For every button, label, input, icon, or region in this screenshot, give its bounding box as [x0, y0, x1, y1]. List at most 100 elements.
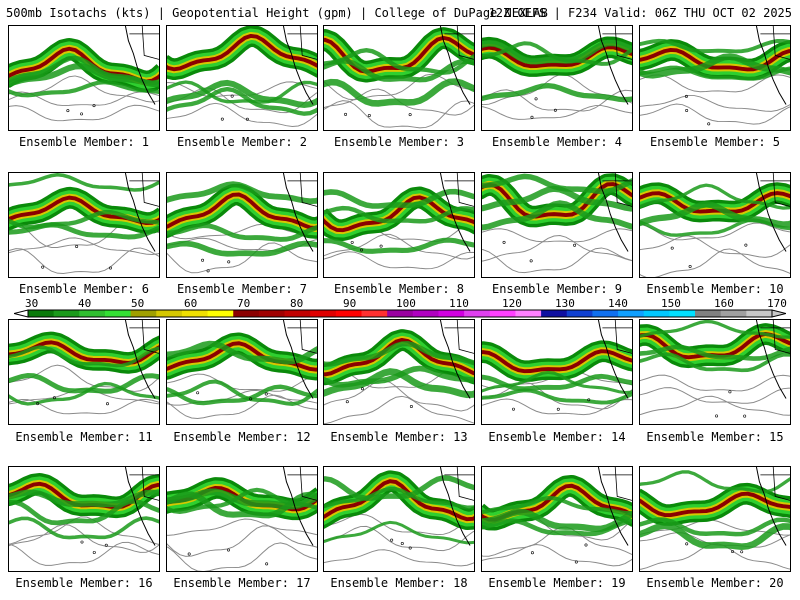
island: [350, 240, 354, 244]
island: [688, 265, 692, 268]
colorbar-tick-label: 150: [661, 297, 681, 310]
isotach-field: [9, 173, 159, 274]
height-contour: [9, 247, 159, 274]
island: [230, 94, 234, 98]
height-contour: [640, 374, 790, 392]
island: [553, 108, 557, 112]
ensemble-member-label: Ensemble Member: 18: [330, 576, 468, 590]
colorbar-swatch: [335, 310, 363, 317]
island: [92, 104, 96, 108]
colorbar-tick-label: 120: [502, 297, 522, 310]
jet-band: [640, 191, 790, 214]
political-border: [287, 173, 317, 207]
ensemble-member-label: Ensemble Member: 17: [173, 576, 311, 590]
ensemble-map-panel: [481, 319, 633, 425]
jet-band: [167, 192, 317, 231]
jet-band: [482, 182, 632, 219]
ensemble-map-panel: [166, 319, 318, 425]
ensemble-map-panel: [323, 25, 475, 131]
jet-band: [167, 79, 317, 109]
colorbar-swatch: [643, 310, 670, 317]
jet-band: [324, 195, 474, 233]
map-title: 500mb Isotachs (kts) | Geopotential Heig…: [6, 6, 548, 20]
isotach-field: [640, 26, 790, 126]
height-contour: [482, 235, 632, 262]
political-border: [444, 467, 474, 501]
coastline: [282, 320, 314, 399]
jet-band: [167, 240, 317, 257]
island: [573, 243, 577, 247]
jet-band: [9, 63, 159, 88]
island: [245, 117, 249, 121]
colorbar-swatch: [207, 310, 234, 317]
isotach-field: [482, 173, 632, 274]
colorbar-tick-label: 100: [396, 297, 416, 310]
colorbar-swatch: [181, 310, 209, 317]
island: [744, 243, 748, 247]
jet-band: [167, 487, 317, 514]
coastline: [124, 26, 156, 105]
political-border: [602, 320, 632, 354]
island: [227, 548, 230, 552]
isotach-field: [324, 173, 474, 270]
colorbar-swatch: [79, 310, 106, 317]
colorbar-tick-label: 160: [714, 297, 734, 310]
island: [265, 562, 269, 566]
jet-band: [167, 86, 317, 116]
jet-band: [324, 78, 474, 107]
height-contour: [640, 248, 790, 277]
jet-band: [640, 470, 790, 494]
island: [740, 550, 744, 554]
coastline: [597, 26, 629, 105]
coastline: [597, 320, 629, 399]
colorbar-swatch: [28, 310, 55, 317]
ensemble-member-label: Ensemble Member: 19: [488, 576, 626, 590]
jet-band: [482, 495, 632, 516]
political-border: [129, 320, 159, 354]
island: [360, 387, 364, 391]
island: [587, 398, 591, 402]
colorbar-swatch: [361, 310, 388, 317]
colorbar-tick-label: 60: [184, 297, 198, 310]
island: [400, 541, 404, 545]
jet-band: [324, 205, 474, 224]
ensemble-map-panel: [8, 25, 160, 131]
island: [379, 244, 383, 248]
height-contour: [324, 379, 474, 412]
jet-band: [167, 341, 317, 372]
height-contour: [640, 387, 790, 404]
isotach-field: [482, 467, 632, 567]
isotach-field: [324, 320, 474, 424]
island: [92, 550, 96, 554]
jet-band: [640, 65, 790, 81]
island: [684, 94, 688, 98]
ensemble-member-label: Ensemble Member: 8: [333, 282, 465, 296]
jet-band: [9, 498, 159, 526]
height-contour: [9, 398, 159, 415]
political-border: [444, 320, 474, 354]
isotach-field: [9, 26, 159, 122]
island: [264, 392, 268, 396]
ensemble-map-panel: [639, 172, 791, 278]
ensemble-member-label: Ensemble Member: 12: [173, 430, 311, 444]
height-contour: [640, 235, 790, 258]
island: [104, 543, 108, 547]
jet-band: [640, 47, 790, 72]
jet-band: [9, 345, 159, 368]
island: [584, 543, 588, 547]
political-border: [760, 467, 790, 501]
ensemble-member-label: Ensemble Member: 7: [176, 282, 308, 296]
colorbar-max-arrow: [771, 309, 786, 318]
jet-band: [640, 183, 790, 210]
height-contour: [324, 395, 474, 424]
coastline: [439, 320, 471, 399]
colorbar-swatch: [592, 310, 619, 317]
colorbar-swatch: [233, 310, 260, 317]
island: [408, 546, 412, 550]
island: [66, 109, 70, 113]
height-contour: [167, 542, 317, 571]
island: [75, 245, 79, 248]
jet-band: [324, 486, 474, 510]
ensemble-map-panel: [323, 466, 475, 572]
colorbar-tick-label: 170: [767, 297, 787, 310]
